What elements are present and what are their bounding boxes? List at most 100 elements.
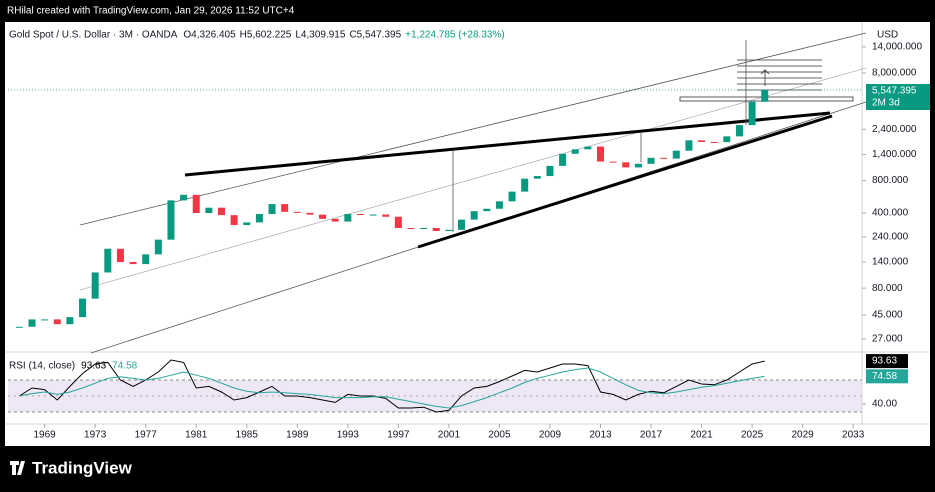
candle [533,176,541,179]
candle [66,317,74,325]
x-tick-label: 1973 [84,430,107,441]
candle [584,146,592,150]
candle [723,136,731,143]
drawings [8,32,867,354]
candle [735,125,743,137]
candle [319,214,327,219]
candle [218,207,225,216]
y-tick-label: 27.000 [872,334,903,345]
rsi-pane: 40.00 [19,359,897,413]
y-tick-label: 45.000 [872,310,903,321]
candle [470,211,478,220]
candle [672,150,680,159]
candle [28,319,36,327]
x-tick-label: 2029 [791,430,814,441]
candle [761,90,769,102]
candle [647,157,655,164]
candle [142,254,150,265]
candle [230,215,238,226]
legend-value: 74.58 [112,361,137,372]
x-tick-label: 1993 [337,430,360,441]
candle [432,228,440,232]
channel-upper [79,32,867,226]
candle [698,140,706,142]
x-tick-label: 2017 [640,430,663,441]
candle [192,194,200,213]
y-tick-label: 1,400.000 [872,149,917,160]
candle [369,214,377,216]
candle [394,216,402,229]
legend-item: L4,309.915 [295,30,345,41]
value-label: 93.63 [872,356,897,367]
candle [660,157,668,159]
candle [609,161,617,163]
candle [508,191,516,202]
candle [685,140,693,151]
value-label: 74.58 [872,371,897,382]
x-tick-label: 1981 [185,430,208,441]
y-tick-label: 140.000 [872,257,909,268]
candle [205,207,213,213]
rsi-line [19,359,765,413]
y-tick-label: 240.000 [872,231,909,242]
logo-mark [10,461,25,475]
candle [382,214,390,217]
candle [167,200,175,240]
candle [710,141,718,143]
rsi-line [19,367,765,409]
candle [268,204,276,215]
x-tick-label: 1977 [135,430,158,441]
candle [407,228,415,230]
x-tick-label: 1969 [34,430,57,441]
candle [559,153,567,166]
x-tick-label: 2025 [741,430,764,441]
price-label-box [866,84,930,110]
candle [129,262,137,265]
y-tick-label: 400.000 [872,208,909,219]
arrow [760,69,770,86]
x-tick-label: 2009 [539,430,562,441]
y-tick-label: 80.000 [872,283,903,294]
y-tick-label: 14,000.000 [872,42,922,53]
legend-value: 93.63 [81,361,106,372]
candle [521,178,529,192]
legend-item: +1,224.785 (+28.33%) [405,30,505,41]
candle [306,212,314,215]
candle [458,219,466,230]
legend-item: O4,326.405 [183,30,236,41]
last-price-label: 5,547.395 [872,86,917,97]
candle [293,211,301,213]
candle [748,101,756,126]
legend-item: C5,547.395 [349,30,401,41]
candle [53,319,61,325]
candle [79,298,87,318]
candle [344,214,352,222]
channel-middle [79,67,867,291]
legend-item: H5,602.225 [240,30,292,41]
candle [91,272,99,299]
candle [116,248,124,263]
chart-panel [5,22,930,446]
triangle-upper [184,111,831,177]
candle [15,326,23,328]
candle [634,163,642,168]
y-tick-label: 2,400.000 [872,124,917,135]
candle [41,319,49,321]
candle [180,194,188,201]
candle [571,149,579,154]
x-tick-label: 1997 [387,430,410,441]
x-tick-label: 1989 [286,430,309,441]
header: RHilal created with TradingView.com, Jan… [7,6,295,17]
candle [356,214,364,216]
candle [281,204,289,212]
candle [331,218,339,222]
candle [420,228,428,230]
x-tick-label: 2001 [438,430,461,441]
candle [596,146,604,162]
x-tick-label: 2005 [488,430,511,441]
candle [495,201,503,209]
price-pane: 14,000.000 8,000.000 2,400.000 1,400.000 800… [15,42,922,345]
x-tick-label: 1985 [236,430,259,441]
candle [154,239,162,255]
